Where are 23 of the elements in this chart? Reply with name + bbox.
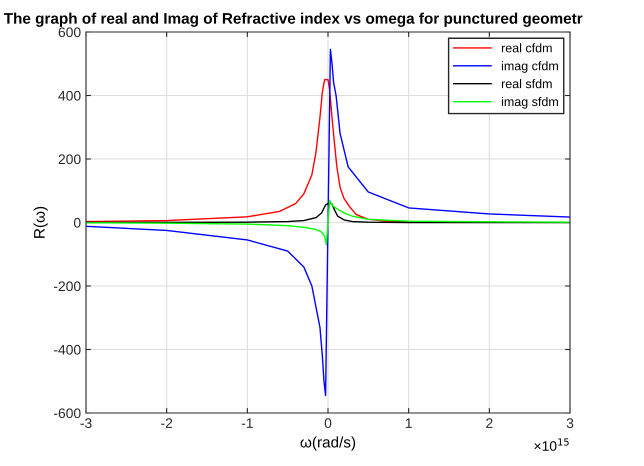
x-tick-label: 0: [324, 418, 332, 428]
y-tick-label: -200: [54, 281, 81, 292]
legend-label: real sfdm: [502, 79, 552, 88]
x-tick-label: 2: [486, 418, 492, 428]
y-axis-title: R(ω): [34, 206, 48, 238]
x-tick-label: -1: [242, 418, 253, 428]
y-tick-label: 600: [58, 27, 81, 38]
chart-title: The graph of real and Imag of Refractive index vs omega for punctured geometr: [4, 12, 582, 27]
y-tick-label: 400: [58, 90, 81, 101]
y-tick-label: -600: [54, 408, 81, 418]
x-tick-label: 1: [406, 418, 412, 428]
x-tick-label: -3: [80, 418, 92, 428]
x-axis-title: ω(rad/s): [300, 436, 356, 451]
y-tick-label: -400: [54, 344, 81, 355]
x-tick-label: 3: [566, 418, 574, 428]
y-tick-label: 0: [74, 218, 81, 228]
legend-label: imag cfdm: [502, 61, 558, 73]
legend-label: real cfdm: [502, 43, 552, 52]
line-series: [86, 200, 570, 246]
x-tick-label: -2: [161, 418, 172, 428]
legend-label: imag sfdm: [502, 96, 558, 109]
text: ×10$^{15}$: [534, 438, 569, 451]
y-tick-label: 200: [58, 154, 81, 164]
